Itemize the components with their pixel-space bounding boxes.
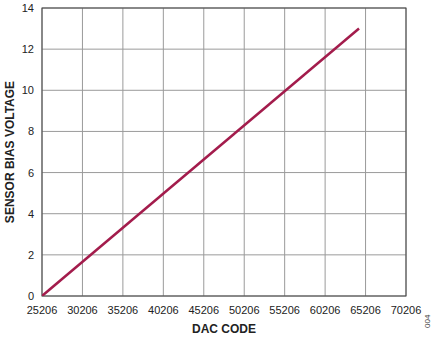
y-tick-label: 12	[22, 43, 34, 55]
data-layer	[42, 29, 359, 296]
x-axis-title: DAC CODE	[192, 322, 256, 336]
y-grid-line	[42, 254, 406, 255]
y-tick-label: 6	[28, 167, 34, 179]
x-grid-line	[325, 8, 326, 296]
x-tick-label: 60206	[310, 304, 341, 316]
y-tick-label: 2	[28, 249, 34, 261]
x-tick-label: 70206	[391, 304, 422, 316]
data-line	[42, 29, 359, 296]
x-grid-line	[284, 8, 285, 296]
y-tick-label: 4	[28, 208, 34, 220]
x-tick-label: 50206	[229, 304, 260, 316]
x-grid-line	[365, 8, 366, 296]
x-tick-label: 25206	[27, 304, 58, 316]
x-grid-line	[82, 8, 83, 296]
x-tick-label: 30206	[67, 304, 98, 316]
x-tick-label: 45206	[188, 304, 219, 316]
x-tick-label: 65206	[350, 304, 381, 316]
y-grid-line	[42, 49, 406, 50]
y-tick-label: 14	[22, 2, 34, 14]
x-grid-line	[203, 8, 204, 296]
x-grid-line	[163, 8, 164, 296]
x-tick-label: 40206	[148, 304, 179, 316]
y-grid-line	[42, 213, 406, 214]
grid	[42, 8, 406, 296]
y-tick-label: 8	[28, 125, 34, 137]
figure-number: 004	[423, 314, 432, 328]
x-tick-label: 35206	[108, 304, 139, 316]
x-grid-line	[244, 8, 245, 296]
y-tick-label: 10	[22, 84, 34, 96]
chart-svg: 25206 30206 35206 40206 45206 50206 55206 60206…	[0, 0, 435, 340]
y-grid-line	[42, 90, 406, 91]
x-grid-line	[122, 8, 123, 296]
plot-frame	[42, 8, 406, 296]
y-tick-label: 0	[28, 290, 34, 302]
y-grid-line	[42, 131, 406, 132]
x-tick-label: 55206	[269, 304, 300, 316]
chart-container: 25206 30206 35206 40206 45206 50206 55206 60206…	[0, 0, 435, 340]
y-grid-line	[42, 172, 406, 173]
y-axis-title: SENSOR BIAS VOLTAGE	[3, 81, 17, 223]
